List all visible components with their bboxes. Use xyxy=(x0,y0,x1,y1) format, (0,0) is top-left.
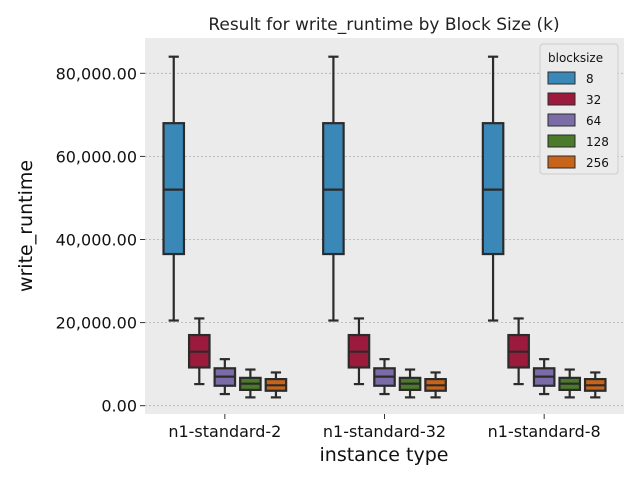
legend-swatch xyxy=(547,155,576,169)
box-256-n1-standard-32 xyxy=(424,371,447,399)
box-32-n1-standard-2 xyxy=(187,317,211,386)
chart-title: Result for write_runtime by Block Size (… xyxy=(208,15,559,35)
legend-label: 256 xyxy=(586,156,609,170)
legend-title: blocksize xyxy=(548,51,603,65)
y-tick-label: 60,000.00 xyxy=(56,147,137,166)
box-8-n1-standard-8 xyxy=(481,55,505,322)
box-32-n1-standard-8 xyxy=(507,317,530,386)
box-256-n1-standard-8 xyxy=(583,371,607,399)
legend-label: 32 xyxy=(586,93,601,107)
x-axis: n1-standard-2 n1-standard-32 n1-standard-8 xyxy=(168,414,601,441)
legend-swatch xyxy=(547,113,576,127)
y-tick-label: 40,000.00 xyxy=(56,231,137,250)
legend-swatch xyxy=(547,71,576,85)
legend: blocksize 8 32 64 128 256 xyxy=(539,43,619,175)
y-axis: 0.00 20,000.00 40,000.00 60,000.00 80,000.00 xyxy=(56,64,145,416)
y-tick-label: 0.00 xyxy=(101,397,137,416)
x-axis-label: instance type xyxy=(320,444,449,466)
box-64-n1-standard-2 xyxy=(213,358,237,396)
box-series xyxy=(162,55,607,399)
y-axis-label: write_runtime xyxy=(15,160,37,292)
box-128-n1-standard-2 xyxy=(239,368,262,399)
legend-swatch xyxy=(547,134,576,148)
x-tick-label: n1-standard-8 xyxy=(488,422,601,441)
x-tick-label: n1-standard-32 xyxy=(323,422,446,441)
y-tick-label: 80,000.00 xyxy=(56,64,137,83)
box-64-n1-standard-32 xyxy=(373,358,396,396)
box-8-n1-standard-32 xyxy=(322,55,345,322)
legend-label: 64 xyxy=(586,114,601,128)
x-tick-label: n1-standard-2 xyxy=(168,422,281,441)
box-8-n1-standard-2 xyxy=(162,55,186,322)
y-tick-label: 20,000.00 xyxy=(56,314,137,333)
box-64-n1-standard-8 xyxy=(532,358,556,396)
legend-swatch xyxy=(547,92,576,106)
legend-label: 8 xyxy=(586,72,594,86)
box-32-n1-standard-32 xyxy=(347,317,371,386)
box-256-n1-standard-2 xyxy=(264,371,288,399)
legend-label: 128 xyxy=(586,135,609,149)
box-128-n1-standard-8 xyxy=(558,368,582,399)
box-128-n1-standard-32 xyxy=(398,368,422,399)
